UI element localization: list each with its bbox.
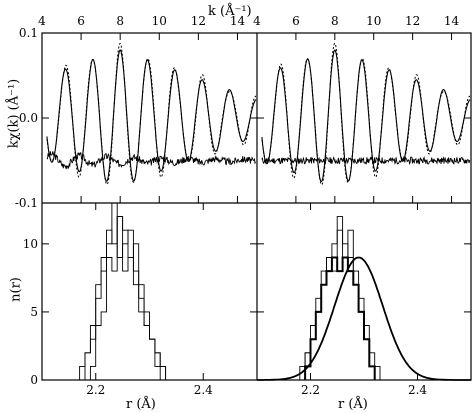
x-tick-label: 2.2 [86,383,105,397]
x-tick-label: 4 [38,14,46,28]
x-tick-label: 12 [191,14,206,28]
x-tick-label: 2.4 [408,383,427,397]
bottom-right-x-axis-label: r (Å) [338,397,368,412]
bottom-left-x-axis-label: r (Å) [126,397,156,412]
histogram-bold [304,256,376,380]
x-tick-label: 8 [116,14,124,28]
x-tick-label: 14 [444,14,460,28]
x-tick-label: 2.2 [301,383,320,397]
histogram-1 [79,216,167,380]
y-tick-label: 0.1 [19,26,38,40]
x-tick-label: 2.4 [194,383,213,397]
residual-curve [261,155,471,166]
x-tick-label: 6 [77,14,85,28]
fit-curve-solid [46,49,257,182]
x-tick-label: 8 [331,14,339,28]
bottom-y-axis-label: n(r) [8,277,24,302]
y-tick-label: -0.1 [15,196,38,210]
x-tick-label: 4 [253,14,261,28]
axis-ticks: 4 6 8 10 12 14-0.10.00.14 6 8 10 12 142.2 2.405102.… [15,14,471,397]
chart-marks [46,42,471,381]
x-tick-label: 14 [230,14,246,28]
histogram-1 [299,216,381,380]
y-tick-label: 0 [30,373,38,387]
x-tick-label: 10 [366,14,381,28]
y-tick-label: 5 [30,305,38,319]
top-y-axis-label: kχ(k) (Å⁻¹) [6,78,22,149]
gaussian-fit-curve [257,256,471,381]
x-tick-label: 6 [292,14,300,28]
x-tick-label: 12 [405,14,420,28]
top-x-axis-label: k (Å⁻¹) [208,4,252,19]
fit-curve-solid [261,49,471,183]
panel-frames [41,32,472,381]
y-tick-label: 0.0 [19,111,38,125]
y-tick-label: 10 [23,237,38,251]
residual-curve [46,151,256,170]
histogram-3 [89,216,167,380]
x-tick-label: 10 [152,14,167,28]
